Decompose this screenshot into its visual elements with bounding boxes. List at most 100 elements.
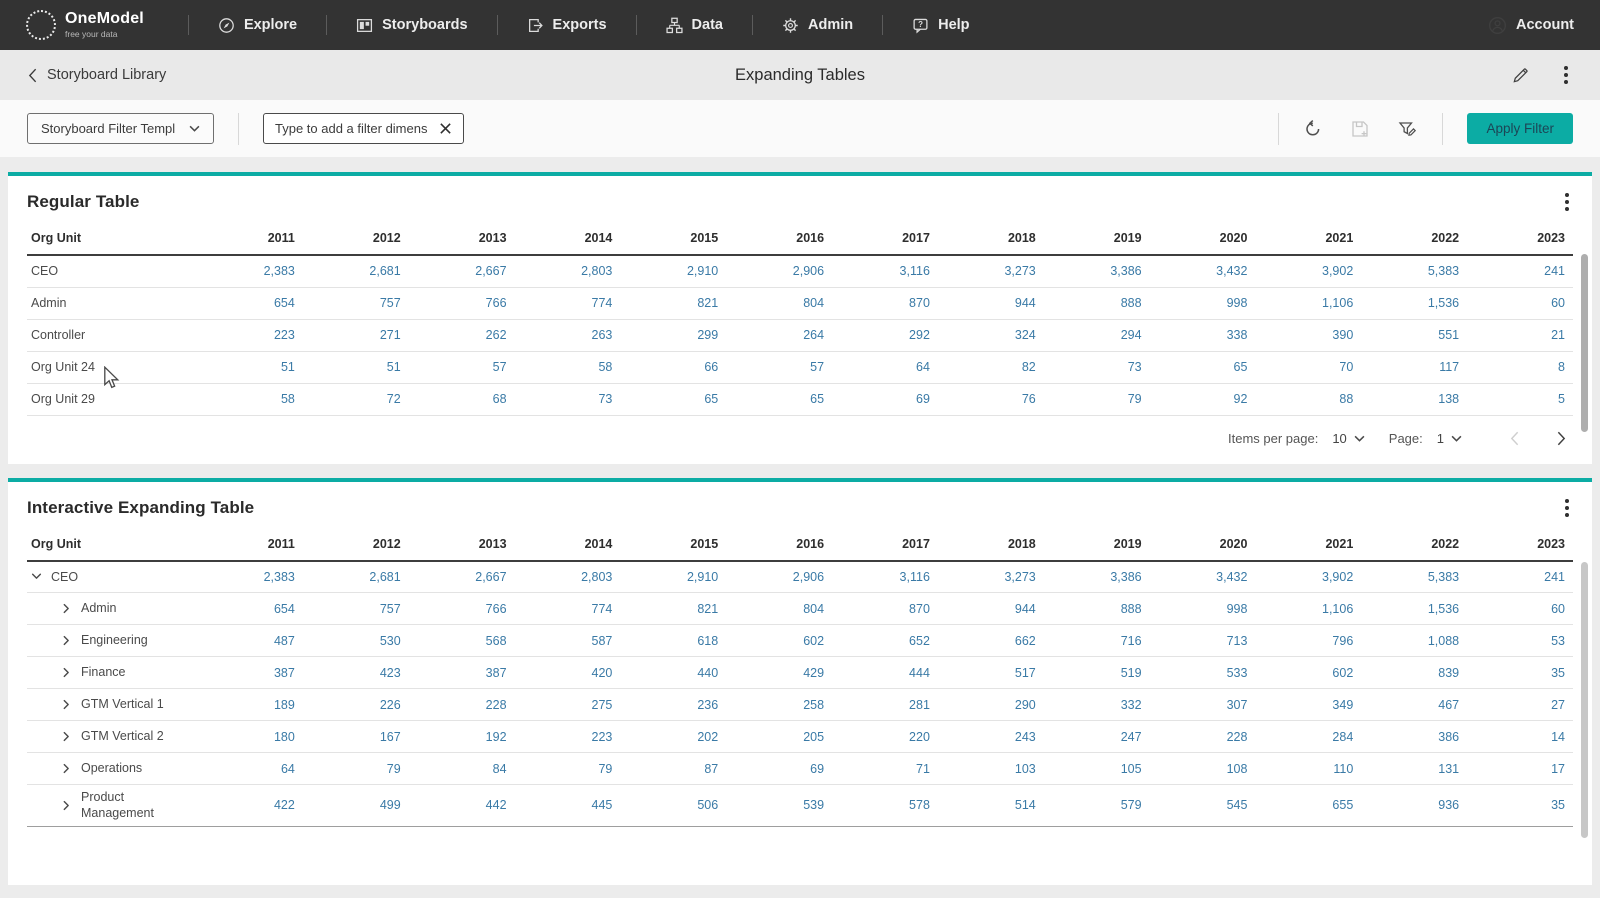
- prev-page-icon[interactable]: [1510, 431, 1519, 446]
- clear-filter-icon[interactable]: [439, 122, 452, 135]
- cell-value: 5,383: [1361, 561, 1467, 593]
- row-label[interactable]: Operations: [27, 753, 197, 785]
- filter-template-dropdown[interactable]: Storyboard Filter Templ: [27, 113, 214, 144]
- scrollbar-thumb[interactable]: [1581, 254, 1588, 432]
- items-per-page-select[interactable]: 10: [1332, 431, 1364, 446]
- cell-value: 2,383: [197, 561, 303, 593]
- cell-value: 271: [303, 319, 409, 351]
- row-label[interactable]: CEO: [27, 561, 197, 593]
- cell-value: 79: [515, 753, 621, 785]
- filter-dimension-input[interactable]: Type to add a filter dimens: [263, 113, 464, 144]
- cell-value: 530: [303, 625, 409, 657]
- cell-value: 220: [832, 721, 938, 753]
- edit-storyboard-icon[interactable]: [1511, 66, 1530, 85]
- cell-value: 17: [1467, 753, 1573, 785]
- row-label[interactable]: Admin: [27, 593, 197, 625]
- column-header: 2017: [832, 223, 938, 255]
- brand-logo[interactable]: OneModel free your data: [26, 10, 144, 40]
- card-menu-icon[interactable]: [1561, 191, 1573, 213]
- cell-value: 57: [726, 351, 832, 383]
- cell-value: 757: [303, 287, 409, 319]
- nav-item-data[interactable]: Data: [639, 0, 750, 50]
- cell-value: 3,432: [1150, 255, 1256, 287]
- cell-value: 1,106: [1255, 593, 1361, 625]
- nav-divider: [636, 15, 637, 35]
- reset-filters-icon[interactable]: [1303, 119, 1323, 139]
- regular-table-card: Regular Table Org Unit201120122013201420…: [8, 172, 1592, 464]
- chevron-down-icon: [189, 125, 200, 132]
- row-label[interactable]: Finance: [27, 657, 197, 689]
- cell-value: 14: [1467, 721, 1573, 753]
- cell-value: 117: [1361, 351, 1467, 383]
- regular-table: Org Unit20112012201320142015201620172018…: [27, 223, 1573, 416]
- storyboard-menu-icon[interactable]: [1560, 64, 1572, 86]
- table-row: Org Unit 2451515758665764827365701178: [27, 351, 1573, 383]
- cell-value: 936: [1361, 785, 1467, 827]
- column-header: 2012: [303, 223, 409, 255]
- cell-value: 65: [620, 383, 726, 415]
- cell-value: 839: [1361, 657, 1467, 689]
- cell-value: 189: [197, 689, 303, 721]
- cell-value: 262: [409, 319, 515, 351]
- column-header: 2021: [1255, 529, 1361, 561]
- cell-value: 3,902: [1255, 255, 1361, 287]
- cell-value: 258: [726, 689, 832, 721]
- table-row: Product Management4224994424455065395785…: [27, 785, 1573, 827]
- divider: [1442, 113, 1443, 145]
- cell-value: 2,906: [726, 561, 832, 593]
- cell-value: 84: [409, 753, 515, 785]
- nav-item-help[interactable]: ?Help: [885, 0, 996, 50]
- edit-filter-icon[interactable]: [1397, 119, 1418, 139]
- scrollbar-thumb[interactable]: [1581, 562, 1588, 838]
- nav-item-exports[interactable]: Exports: [500, 0, 634, 50]
- account-menu[interactable]: Account: [1488, 16, 1574, 35]
- cell-value: 5,383: [1361, 255, 1467, 287]
- cell-value: 53: [1467, 625, 1573, 657]
- nav-item-admin[interactable]: Admin: [755, 0, 880, 50]
- cell-value: 103: [938, 753, 1044, 785]
- cell-value: 2,681: [303, 255, 409, 287]
- cell-value: 294: [1044, 319, 1150, 351]
- apply-filter-button[interactable]: Apply Filter: [1467, 113, 1573, 144]
- filter-template-value: Storyboard Filter Templ: [41, 121, 175, 136]
- cell-value: 654: [197, 593, 303, 625]
- nav-divider: [326, 15, 327, 35]
- table-row: Controller223271262263299264292324294338…: [27, 319, 1573, 351]
- page-select[interactable]: 1: [1437, 431, 1462, 446]
- row-label[interactable]: Engineering: [27, 625, 197, 657]
- cell-value: 2,383: [197, 255, 303, 287]
- cell-value: 2,910: [620, 561, 726, 593]
- cell-value: 332: [1044, 689, 1150, 721]
- cell-value: 442: [409, 785, 515, 827]
- column-header: 2014: [515, 529, 621, 561]
- cell-value: 796: [1255, 625, 1361, 657]
- cell-value: 774: [515, 287, 621, 319]
- cell-value: 387: [197, 657, 303, 689]
- cell-value: 578: [832, 785, 938, 827]
- cell-value: 73: [1044, 351, 1150, 383]
- column-header: 2019: [1044, 529, 1150, 561]
- cell-value: 2,681: [303, 561, 409, 593]
- save-filter-icon[interactable]: [1350, 119, 1370, 139]
- row-label[interactable]: Product Management: [27, 785, 197, 827]
- cell-value: 467: [1361, 689, 1467, 721]
- cell-value: 618: [620, 625, 726, 657]
- row-label[interactable]: GTM Vertical 2: [27, 721, 197, 753]
- nav-item-explore[interactable]: Explore: [191, 0, 324, 50]
- row-label[interactable]: GTM Vertical 1: [27, 689, 197, 721]
- cell-value: 281: [832, 689, 938, 721]
- card-title: Regular Table: [27, 192, 139, 212]
- exports-icon: [527, 17, 544, 34]
- next-page-icon[interactable]: [1557, 431, 1566, 446]
- nav-item-storyboards[interactable]: Storyboards: [329, 0, 494, 50]
- cell-value: 533: [1150, 657, 1256, 689]
- table-row: GTM Vertical 218016719222320220522024324…: [27, 721, 1573, 753]
- table-row: CEO2,3832,6812,6672,8032,9102,9063,1163,…: [27, 255, 1573, 287]
- cell-value: 72: [303, 383, 409, 415]
- cell-value: 338: [1150, 319, 1256, 351]
- chevron-down-icon: [31, 571, 42, 582]
- cell-value: 324: [938, 319, 1044, 351]
- cell-value: 568: [409, 625, 515, 657]
- interactive-expanding-table: Org Unit20112012201320142015201620172018…: [27, 529, 1573, 827]
- card-menu-icon[interactable]: [1561, 497, 1573, 519]
